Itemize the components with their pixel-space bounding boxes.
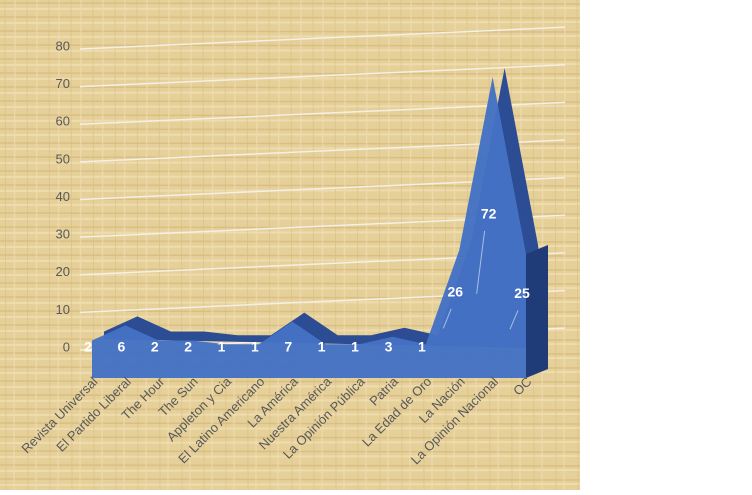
- data-label: 72: [481, 206, 497, 222]
- grid-line: [79, 26, 566, 50]
- leader-line: [442, 308, 452, 329]
- grid-line: [79, 101, 566, 125]
- y-tick-label: 60: [56, 114, 70, 129]
- data-label: 2: [184, 339, 192, 355]
- data-label: 3: [385, 339, 393, 355]
- y-tick-label: 70: [56, 76, 70, 91]
- area: [92, 77, 526, 378]
- leader-line: [509, 310, 519, 330]
- y-tick-label: 80: [56, 38, 70, 53]
- data-label: 25: [514, 285, 530, 301]
- data-label: 1: [218, 339, 226, 355]
- data-label: 7: [284, 339, 292, 355]
- grid-line: [79, 64, 566, 88]
- data-label: 1: [418, 339, 426, 355]
- y-tick-label: 30: [56, 227, 70, 242]
- data-label: 6: [117, 339, 125, 355]
- y-tick-label: 40: [56, 189, 70, 204]
- data-label: 2: [151, 339, 159, 355]
- y-tick-label: 0: [63, 339, 70, 354]
- data-label: 26: [447, 283, 463, 299]
- y-tick-label: 20: [56, 264, 70, 279]
- data-label: 2: [84, 339, 92, 355]
- data-label: 1: [251, 339, 259, 355]
- y-tick-label: 50: [56, 151, 70, 166]
- leader-line: [476, 230, 486, 294]
- data-label: 1: [351, 339, 359, 355]
- area-side: [526, 244, 548, 378]
- data-label: 1: [318, 339, 326, 355]
- y-tick-label: 10: [56, 302, 70, 317]
